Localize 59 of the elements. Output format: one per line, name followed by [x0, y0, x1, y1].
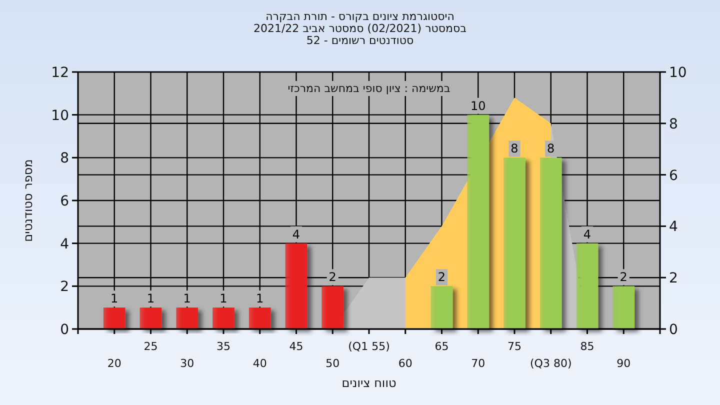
- data-label: 1: [256, 292, 264, 306]
- y-tick-label: 2: [60, 279, 69, 296]
- chart-title: היסטוגרמת ציונים בקורס - תורת הבקרה: [266, 10, 454, 23]
- y-tick-label: 6: [60, 194, 70, 210]
- bar: [576, 243, 598, 329]
- data-label: 2: [620, 270, 628, 284]
- y-tick-label: 8: [60, 150, 69, 167]
- x-tick-label: 85: [580, 340, 594, 353]
- x-tick-label: (Q1 55): [348, 340, 390, 353]
- y2-tick-label: 10: [669, 65, 687, 81]
- data-label: 1: [110, 292, 118, 306]
- x-tick-label: 90: [616, 357, 631, 370]
- y2-tick-label: 8: [669, 116, 678, 132]
- data-label: 2: [438, 270, 446, 284]
- y2-tick-label: 2: [669, 270, 678, 287]
- x-tick-label: 50: [326, 357, 340, 370]
- bar: [140, 308, 162, 329]
- bar: [612, 286, 635, 329]
- y2-tick-label: 0: [669, 322, 678, 338]
- x-tick-label: 70: [471, 357, 486, 370]
- x-tick-label: 30: [180, 357, 194, 370]
- bar: [176, 308, 198, 329]
- y-tick-label: 0: [60, 322, 69, 338]
- data-label: 4: [292, 227, 300, 242]
- x-tick-label: 45: [289, 340, 304, 353]
- bar: [285, 243, 308, 329]
- bar: [504, 158, 526, 329]
- x-tick-label: 65: [434, 340, 449, 353]
- data-label: 8: [510, 142, 518, 156]
- x-tick-label: 60: [398, 357, 412, 370]
- x-tick-label: 35: [216, 340, 230, 353]
- x-tick-label: 25: [144, 340, 158, 353]
- bar: [103, 308, 126, 329]
- data-label: 1: [183, 292, 191, 306]
- data-label: 10: [470, 98, 486, 113]
- y-tick-label: 12: [51, 65, 69, 81]
- y-axis-title: מספר סטודנטים: [21, 159, 35, 242]
- y2-tick-label: 4: [669, 219, 678, 236]
- data-label: 4: [583, 227, 592, 242]
- x-tick-label: (Q3 80): [530, 357, 572, 370]
- chart-subtitle: בסמסטר (02/2021) סמסטר אביב 2021/22 סטודנטים רשומים - 52: [253, 22, 467, 47]
- annotation: במשימה : ציון סופי במחשב המרכזי: [288, 82, 450, 95]
- data-label: 2: [328, 270, 336, 284]
- bar: [322, 286, 344, 329]
- data-label: 1: [146, 292, 155, 306]
- x-axis-title: טווח ציונים: [342, 376, 396, 390]
- x-tick-label: 40: [252, 357, 267, 370]
- data-label: 1: [220, 292, 228, 306]
- bar: [212, 308, 234, 329]
- x-tick-label: 20: [107, 357, 122, 370]
- bar: [430, 286, 453, 329]
- y-tick-label: 4: [60, 236, 70, 252]
- bar: [467, 114, 490, 329]
- bar: [248, 308, 271, 329]
- data-label: 8: [547, 142, 555, 156]
- y2-tick-label: 6: [669, 168, 678, 184]
- bar: [540, 158, 562, 329]
- y-tick-label: 10: [51, 108, 69, 124]
- x-tick-label: 75: [508, 340, 522, 353]
